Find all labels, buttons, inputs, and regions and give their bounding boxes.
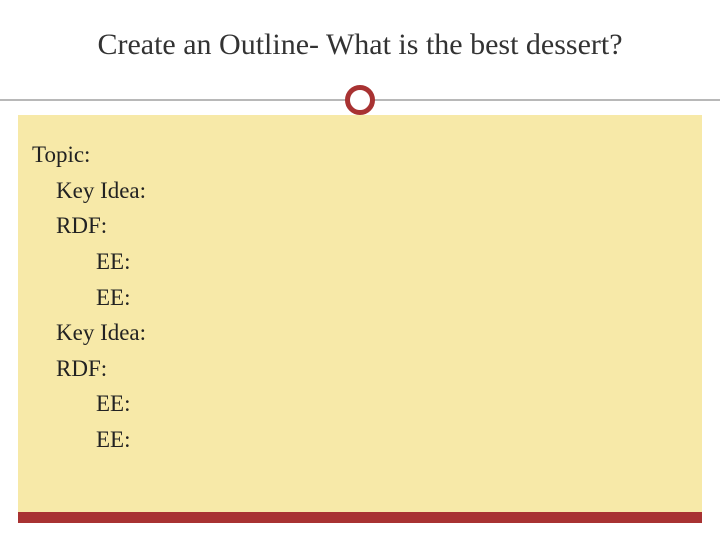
outline-item: Key Idea: (32, 315, 688, 351)
outline-item: Key Idea: (32, 173, 688, 209)
slide-container: Create an Outline- What is the best dess… (0, 0, 720, 540)
outline-list: Topic: Key Idea: RDF: EE: EE: Key Idea: … (18, 115, 702, 480)
outline-item: RDF: (32, 208, 688, 244)
slide-title: Create an Outline- What is the best dess… (30, 28, 690, 62)
outline-item: EE: (32, 280, 688, 316)
outline-item: Topic: (32, 137, 688, 173)
circle-ornament-icon (345, 85, 375, 115)
outline-item: RDF: (32, 351, 688, 387)
outline-item: EE: (32, 386, 688, 422)
title-area: Create an Outline- What is the best dess… (0, 0, 720, 82)
content-box: Topic: Key Idea: RDF: EE: EE: Key Idea: … (18, 115, 702, 512)
outline-item: EE: (32, 422, 688, 458)
bottom-accent-bar (18, 512, 702, 523)
outline-item: EE: (32, 244, 688, 280)
